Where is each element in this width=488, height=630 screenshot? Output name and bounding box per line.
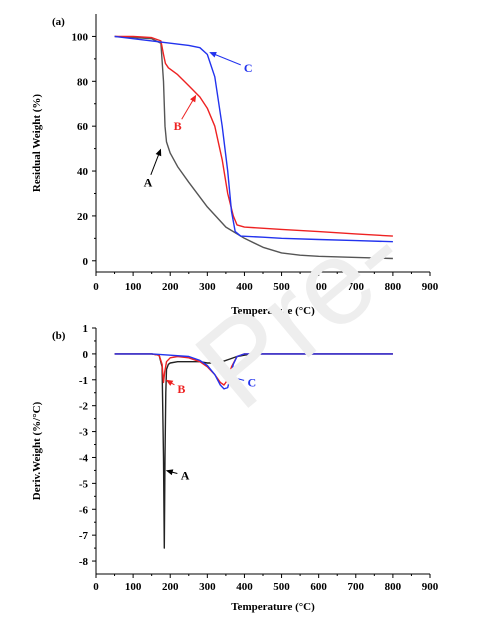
series-line-a — [114, 35, 393, 260]
annotation-arrow-head — [155, 148, 162, 157]
x-tick-label: 800 — [385, 281, 402, 293]
annotation-arrow-head — [165, 379, 174, 386]
x-tick-label: 0 — [93, 281, 99, 293]
x-tick-label: 400 — [236, 281, 253, 293]
annotation-arrow-head — [165, 469, 174, 476]
x-tick-label: 200 — [162, 281, 179, 293]
panel-label: (b) — [52, 330, 66, 342]
y-tick-label: -5 — [79, 478, 89, 490]
x-tick-label: 500 — [273, 581, 290, 593]
x-tick-label: 200 — [162, 581, 179, 593]
annotation-arrow-line — [150, 154, 160, 175]
annotation-label-a: A — [144, 175, 153, 189]
annotation-arrow-head — [226, 374, 235, 381]
y-tick-label: 0 — [83, 256, 89, 268]
y-tick-label: -1 — [79, 375, 88, 387]
x-tick-label: 600 — [310, 281, 327, 293]
y-tick-label: 20 — [77, 211, 89, 223]
y-tick-label: 40 — [77, 166, 89, 178]
panel-label: (a) — [52, 16, 65, 28]
annotation-label-a: A — [181, 469, 190, 483]
x-axis-title: Temperature (°C) — [231, 305, 315, 317]
chart-panel-b: (b) 0 100 200 300 400 500 600 700 800 900 1 0 -1 -2 -3 -… — [31, 323, 439, 613]
y-tick-label: -8 — [79, 556, 89, 568]
x-tick-label: 900 — [422, 281, 439, 293]
x-tick-label: 700 — [348, 281, 365, 293]
x-tick-label: 100 — [125, 281, 142, 293]
x-tick-label: 800 — [385, 581, 402, 593]
x-tick-label: 600 — [310, 581, 327, 593]
x-tick-label: 400 — [236, 581, 253, 593]
y-tick-label: -4 — [79, 452, 89, 464]
y-tick-label: -3 — [79, 427, 89, 439]
annotation-arrow-line — [214, 53, 241, 66]
y-axis-title: Residual Weight (%) — [31, 94, 43, 193]
x-axis-title: Temperature (°C) — [231, 601, 315, 613]
y-tick-label: -6 — [79, 504, 89, 516]
y-axis-title: Deriv.Weight (%/°C) — [31, 401, 43, 500]
y-tick-label: 100 — [72, 31, 89, 43]
x-tick-label: 300 — [199, 281, 216, 293]
annotation-arrow-line — [181, 99, 194, 120]
series-line-b — [114, 35, 393, 237]
y-tick-label: -2 — [79, 401, 89, 413]
annotation-label-c: C — [244, 61, 253, 75]
y-tick-label: 0 — [83, 349, 89, 361]
x-tick-label: 900 — [422, 581, 439, 593]
annotation-label-b: B — [174, 119, 182, 133]
y-tick-label: 60 — [77, 121, 89, 133]
x-tick-label: 300 — [199, 581, 216, 593]
annotation-arrow-head — [209, 51, 217, 58]
x-tick-label: 500 — [273, 281, 290, 293]
annotation-arrow-head — [190, 94, 197, 103]
x-tick-label: 100 — [125, 581, 142, 593]
series-line-c — [114, 353, 393, 390]
annotation-label-b: B — [177, 382, 185, 396]
annotation-arrow-line — [232, 376, 245, 381]
y-tick-label: -7 — [79, 530, 89, 542]
annotation-label-c: C — [248, 375, 257, 389]
y-tick-label: 80 — [77, 76, 89, 88]
chart-panel-a: (a) 0 100 200 300 400 500 600 700 800 900 0 20 40 60 80… — [31, 14, 439, 317]
series-line-c — [114, 35, 393, 243]
x-tick-label: 700 — [348, 581, 365, 593]
x-tick-label: 0 — [93, 581, 99, 593]
y-tick-label: 1 — [83, 323, 89, 335]
